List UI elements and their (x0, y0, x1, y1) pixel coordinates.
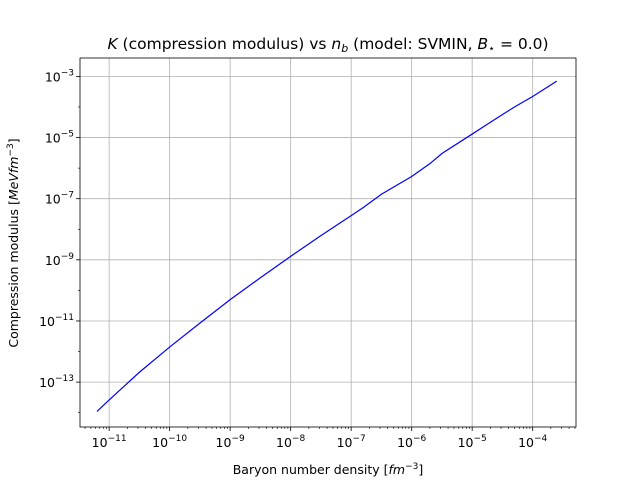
chart-title: K (compression modulus) vs nb (model: SV… (107, 35, 548, 55)
y-tick-label: 10−9 (45, 252, 74, 268)
y-tick-label: 10−5 (45, 130, 74, 146)
x-tick-label: 10−11 (92, 434, 127, 450)
x-tick-label: 10−9 (216, 434, 245, 450)
y-tick-label: 10−7 (45, 191, 74, 207)
y-tick-label: 10−11 (39, 313, 74, 329)
x-axis: 10−11 10−10 10−9 10−8 10−7 10−6 10−5 10−4 (84, 427, 576, 450)
x-tick-label: 10−8 (276, 434, 305, 450)
x-tick-label: 10−6 (397, 434, 426, 450)
y-axis-label: Compression modulus [MeVfm−3] (6, 138, 21, 347)
x-tick-label: 10−4 (518, 434, 547, 450)
plot-area (79, 57, 577, 428)
x-tick-label: 10−7 (337, 434, 366, 450)
series-line (96, 80, 558, 412)
y-tick-label: 10−13 (39, 374, 74, 390)
y-axis: 10−13 10−11 10−9 10−7 10−5 10−3 (39, 68, 80, 413)
x-tick-label: 10−5 (458, 434, 487, 450)
y-tick-label: 10−3 (45, 68, 74, 84)
x-axis-label: Baryon number density [fm−3] (233, 462, 424, 477)
x-tick-label: 10−10 (152, 434, 187, 450)
grid (80, 58, 576, 427)
